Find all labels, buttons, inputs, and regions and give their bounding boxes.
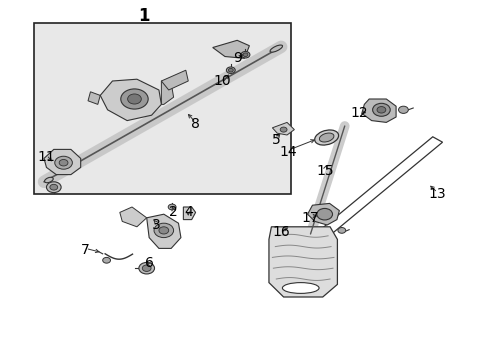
- Circle shape: [46, 182, 61, 193]
- Text: 3: 3: [152, 218, 161, 232]
- Ellipse shape: [282, 283, 319, 293]
- Circle shape: [159, 227, 168, 234]
- Text: 15: 15: [316, 164, 333, 178]
- Circle shape: [55, 156, 72, 169]
- Circle shape: [243, 53, 247, 57]
- Circle shape: [241, 51, 249, 58]
- Text: 14: 14: [279, 145, 297, 159]
- Circle shape: [226, 67, 235, 73]
- Circle shape: [50, 184, 58, 190]
- Polygon shape: [212, 40, 249, 58]
- Text: 17: 17: [301, 211, 319, 225]
- Text: 6: 6: [144, 256, 153, 270]
- Circle shape: [372, 103, 389, 116]
- Ellipse shape: [44, 177, 53, 183]
- Text: 13: 13: [428, 188, 446, 201]
- Text: 4: 4: [183, 206, 192, 219]
- Circle shape: [316, 208, 332, 220]
- Circle shape: [102, 257, 110, 263]
- Ellipse shape: [319, 133, 333, 142]
- Circle shape: [376, 107, 385, 113]
- Circle shape: [280, 127, 286, 132]
- Text: 9: 9: [232, 51, 241, 64]
- Bar: [34, 23, 290, 194]
- Text: 8: 8: [191, 117, 200, 131]
- Ellipse shape: [269, 45, 282, 52]
- Circle shape: [121, 89, 148, 109]
- Text: 11: 11: [38, 150, 55, 163]
- Polygon shape: [146, 214, 181, 248]
- Text: 7: 7: [81, 243, 90, 257]
- Polygon shape: [268, 227, 337, 297]
- Polygon shape: [100, 79, 161, 121]
- Circle shape: [59, 159, 68, 166]
- Text: 10: 10: [213, 74, 231, 88]
- Polygon shape: [44, 149, 81, 175]
- Circle shape: [154, 223, 173, 238]
- Text: 1: 1: [138, 7, 150, 25]
- Text: 16: 16: [272, 225, 289, 239]
- Circle shape: [127, 94, 141, 104]
- Polygon shape: [183, 207, 195, 220]
- Polygon shape: [88, 92, 100, 104]
- Circle shape: [398, 106, 407, 113]
- Polygon shape: [161, 70, 188, 90]
- Text: 5: 5: [271, 134, 280, 147]
- Polygon shape: [272, 122, 294, 135]
- Polygon shape: [361, 99, 395, 122]
- Circle shape: [228, 68, 233, 72]
- Circle shape: [142, 265, 151, 271]
- Polygon shape: [307, 203, 339, 225]
- Circle shape: [139, 262, 154, 274]
- Polygon shape: [161, 81, 173, 104]
- Text: 2: 2: [169, 206, 178, 219]
- Circle shape: [337, 228, 345, 233]
- Polygon shape: [120, 207, 146, 227]
- Ellipse shape: [314, 130, 338, 145]
- Text: 12: 12: [350, 107, 367, 120]
- Circle shape: [168, 204, 176, 210]
